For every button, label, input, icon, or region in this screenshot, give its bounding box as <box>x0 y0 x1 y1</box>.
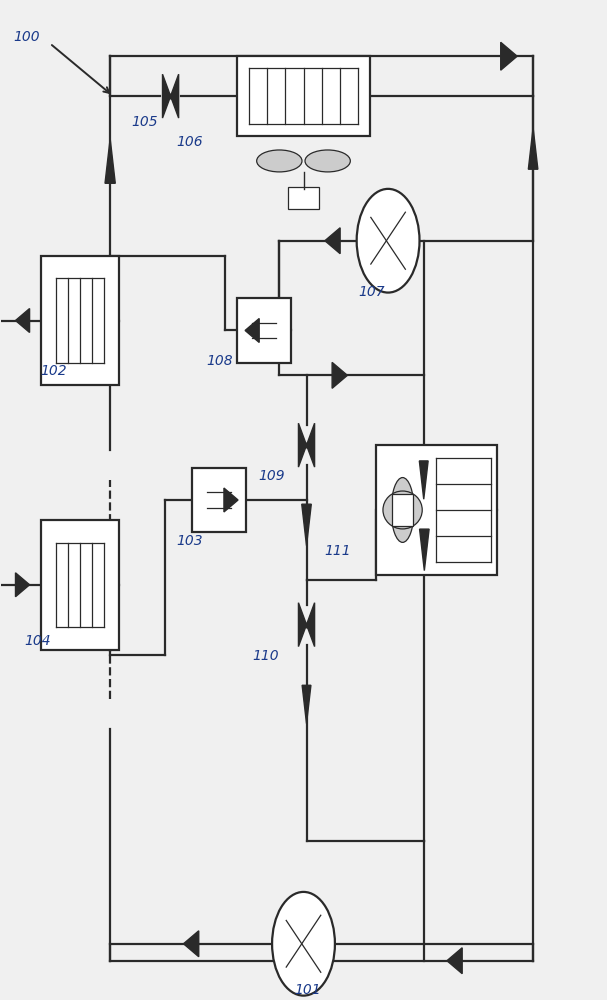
Text: 106: 106 <box>177 135 203 149</box>
Polygon shape <box>299 603 307 647</box>
Text: 100: 100 <box>13 30 40 44</box>
Polygon shape <box>528 128 538 169</box>
Text: 104: 104 <box>24 634 51 648</box>
Ellipse shape <box>383 491 422 529</box>
Polygon shape <box>171 74 178 118</box>
Polygon shape <box>307 603 314 647</box>
Bar <box>392 494 413 526</box>
Text: 111: 111 <box>325 544 351 558</box>
Bar <box>237 56 370 136</box>
Text: 107: 107 <box>358 285 384 299</box>
Polygon shape <box>183 931 198 957</box>
Polygon shape <box>245 319 259 342</box>
Polygon shape <box>447 948 462 974</box>
Bar <box>192 468 246 532</box>
Bar <box>41 256 119 385</box>
Polygon shape <box>325 228 340 254</box>
Text: 102: 102 <box>41 364 67 378</box>
Text: 101: 101 <box>294 983 321 997</box>
Polygon shape <box>224 488 238 512</box>
Text: 105: 105 <box>131 115 158 129</box>
Polygon shape <box>419 529 429 571</box>
Ellipse shape <box>305 150 350 172</box>
Text: 108: 108 <box>207 354 234 368</box>
Bar <box>376 445 497 575</box>
Bar <box>288 187 319 209</box>
Polygon shape <box>16 309 30 332</box>
Ellipse shape <box>257 150 302 172</box>
Circle shape <box>272 892 335 996</box>
Bar <box>237 298 291 363</box>
Ellipse shape <box>391 478 414 542</box>
Circle shape <box>357 189 419 293</box>
Polygon shape <box>163 74 171 118</box>
Polygon shape <box>332 362 347 388</box>
Polygon shape <box>302 685 311 724</box>
Bar <box>41 520 119 650</box>
Polygon shape <box>105 139 115 183</box>
Text: 109: 109 <box>258 469 285 483</box>
Polygon shape <box>307 423 314 467</box>
Text: 110: 110 <box>252 649 279 663</box>
Text: 103: 103 <box>177 534 203 548</box>
Polygon shape <box>299 423 307 467</box>
Polygon shape <box>302 504 311 546</box>
Polygon shape <box>419 461 428 499</box>
Polygon shape <box>501 42 517 70</box>
Polygon shape <box>16 573 30 597</box>
